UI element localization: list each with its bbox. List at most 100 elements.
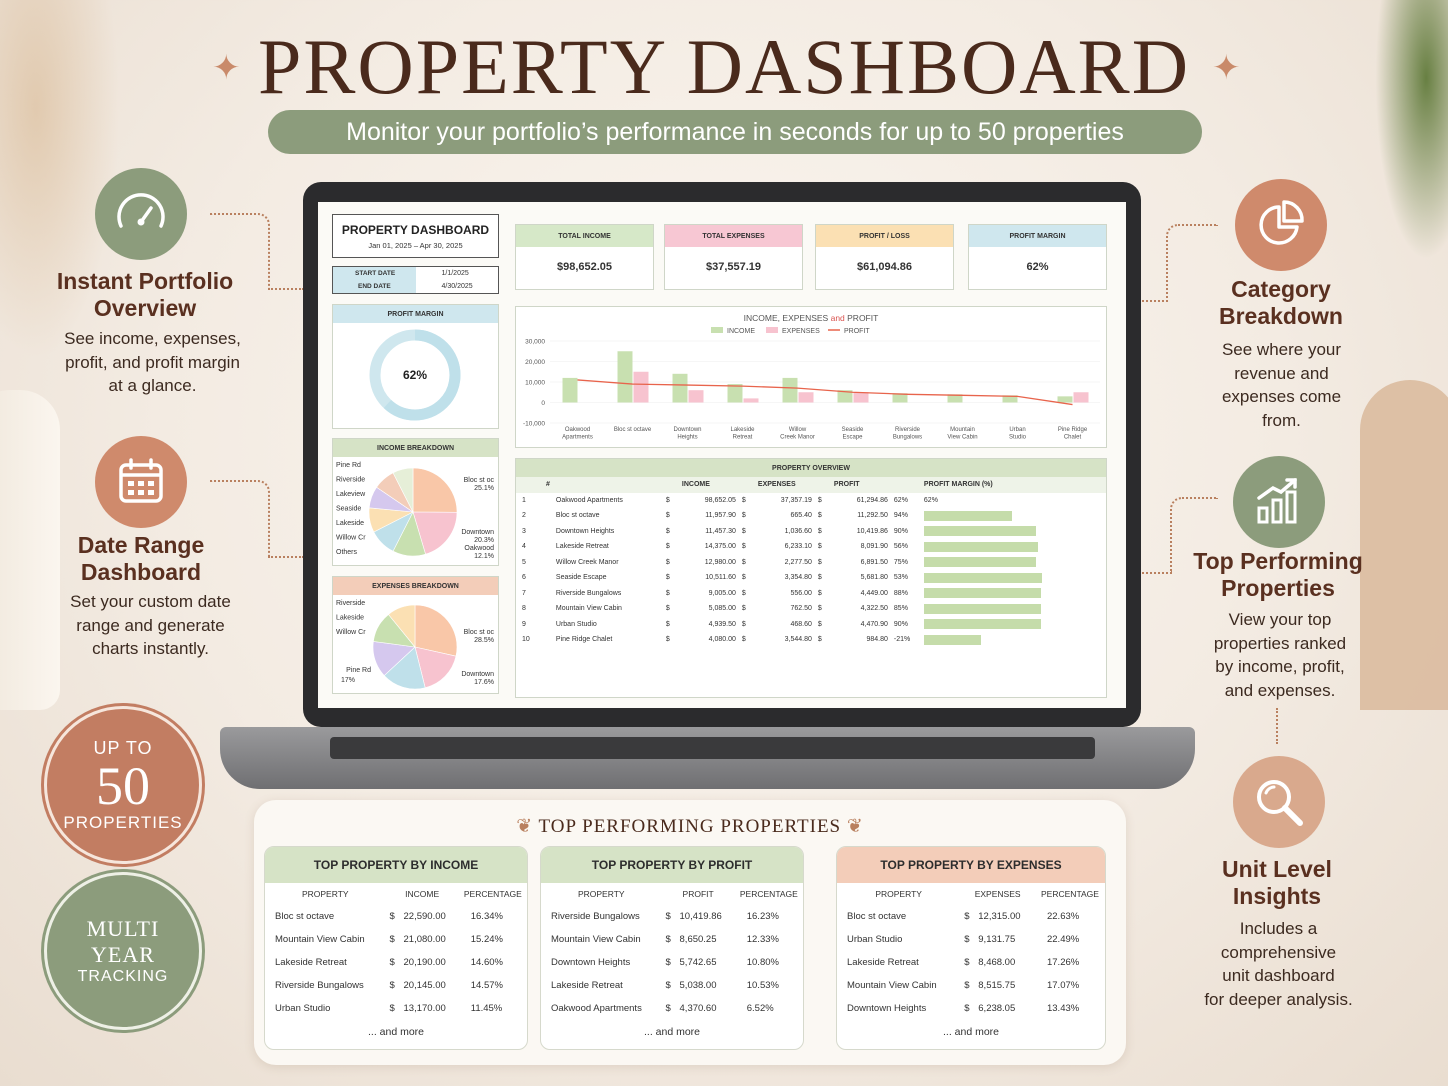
income-value: 4,939.50 [708,620,736,628]
currency-symbol: $ [741,496,746,504]
table-row[interactable]: 2 Bloc st octave $11,957.90 $665.40 $11,292.… [516,508,1106,524]
and-more-link[interactable]: ... and more [367,1026,425,1038]
currency-symbol: $ [389,957,395,968]
connector-line [1276,708,1278,744]
feature-title: Date Range Dashboard [77,532,205,585]
start-date-value[interactable]: 1/1/2025 [415,267,498,280]
column-header: EXPENSES [974,889,1021,899]
kpi-card: PROFIT / LOSS $61,094.86 [815,224,954,290]
table-row[interactable]: 1 Oakwood Apartments $98,652.05 $37,357.19 $… [516,493,1106,509]
margin-bar-cell [921,570,1106,586]
panel-title: EXPENSES BREAKDOWN [333,577,498,595]
kpi-value: $61,094.86 [856,261,913,273]
amount-value: 20,190.00 [403,957,446,968]
column-header: # [546,481,550,489]
property-name: Lakeside Retreat [555,543,609,551]
table-row[interactable]: Lakeside Retreat $5,038.00 10.53% [541,974,803,997]
top-property-card: TOP PROPERTY BY INCOME PROPERTY INCOME PERC… [264,846,528,1050]
bar-mark [727,384,743,403]
connector-line [268,556,304,558]
profit-value: 8,091.90 [860,543,888,551]
percentage-value: 14.60% [470,957,503,968]
table-row[interactable]: Riverside Bungalows $20,145.00 14.57% [265,974,527,997]
margin-bar [923,557,1036,568]
dashboard-date-range: Jan 01, 2025 – Apr 30, 2025 [368,241,463,250]
bar-mark [688,390,704,403]
row-number: 10 [522,636,530,644]
table-row[interactable]: Mountain View Cabin $8,515.75 17.07% [837,974,1105,997]
and-more-link[interactable]: ... and more [643,1026,701,1038]
property-name: Riverside Bungalows [555,589,622,597]
card-title: TOP PROPERTY BY EXPENSES [837,847,1105,883]
table-row[interactable]: Riverside Bungalows $10,419.86 16.23% [541,905,803,928]
table-row[interactable]: Downtown Heights $6,238.05 13.43% [837,997,1105,1020]
currency-symbol: $ [665,605,670,613]
table-row[interactable]: Oakwood Apartments $4,370.60 6.52% [541,997,803,1020]
margin-value: 56% [893,543,908,551]
and-more-link[interactable]: ... and more [942,1026,1000,1038]
table-row[interactable]: 8 Mountain View Cabin $5,085.00 $762.50 $4,3… [516,601,1106,617]
row-number: 6 [522,574,526,582]
property-overview-table: # INCOME EXPENSES PROFIT PROFIT MARGIN (… [516,477,1106,648]
currency-symbol: $ [817,605,822,613]
table-row[interactable]: 9 Urban Studio $4,939.50 $468.60 $4,470.90 90… [516,617,1106,633]
table-row[interactable]: Downtown Heights $5,742.65 10.80% [541,951,803,974]
legend-label: PROFIT [844,328,870,335]
currency-symbol: $ [665,589,670,597]
laptop-screen: PROPERTY DASHBOARD Jan 01, 2025 – Apr 30… [318,202,1126,708]
margin-value: 94% [893,512,908,520]
currency-symbol: $ [389,1003,395,1014]
currency-symbol: $ [741,636,746,644]
profit-value: 4,470.90 [860,620,888,628]
pie-label: Riverside [336,477,365,484]
table-row[interactable]: 5 Willow Creek Manor $12,980.00 $2,277.50 $6… [516,555,1106,571]
table-row[interactable]: Urban Studio $13,170.00 11.45% [265,997,527,1020]
kpi-label: PROFIT MARGIN [969,225,1106,247]
column-header: PROPERTY [301,889,349,899]
currency-symbol: $ [665,512,670,520]
table-row[interactable]: Urban Studio $9,131.75 22.49% [837,928,1105,951]
pie-callout: 28.5% [474,637,494,644]
currency-symbol: $ [665,980,671,991]
table-row[interactable]: Bloc st octave $12,315.00 22.63% [837,905,1105,928]
table-row[interactable]: 10 Pine Ridge Chalet $4,080.00 $3,544.80 $98… [516,632,1106,648]
feature-description: Set your custom date range and generate ch… [70,592,231,658]
table-row[interactable]: Lakeside Retreat $20,190.00 14.60% [265,951,527,974]
connector-line [210,213,270,290]
start-date-label: START DATE [355,270,396,277]
income-value: 9,005.00 [708,589,736,597]
start-date-row[interactable]: START DATE 1/1/2025 [333,267,498,280]
profit-value: 11,292.50 [857,512,888,520]
table-row[interactable]: Mountain View Cabin $21,080.00 15.24% [265,928,527,951]
expenses-value: 3,354.80 [784,574,812,582]
amount-value: 20,145.00 [403,980,446,991]
table-row[interactable]: Lakeside Retreat $8,468.00 17.26% [837,951,1105,974]
table-row[interactable]: Mountain View Cabin $8,650.25 12.33% [541,928,803,951]
currency-symbol: $ [964,911,970,922]
income-value: 11,957.90 [705,512,736,520]
pie-callout: 25.1% [474,485,494,492]
percentage-value: 22.63% [1046,911,1080,922]
pie-label: Seaside [336,506,361,513]
amount-value: 9,131.75 [978,934,1016,945]
table-row[interactable]: 4 Lakeside Retreat $14,375.00 $6,233.10 $8,0… [516,539,1106,555]
table-row[interactable]: Bloc st octave $22,590.00 16.34% [265,905,527,928]
legend-label: EXPENSES [782,328,820,335]
amount-value: 22,590.00 [403,911,446,922]
profit-value: 4,322.50 [860,605,888,613]
property-name: Bloc st octave [275,911,335,922]
panel-title: INCOME BREAKDOWN [333,439,498,457]
table-row[interactable]: 3 Downtown Heights $11,457.30 $1,036.60 $10,… [516,524,1106,540]
table-row[interactable]: 7 Riverside Bungalows $9,005.00 $556.00 $4,4… [516,586,1106,602]
pie-callout: Downtown [461,671,494,678]
badge-number: 50 [96,755,150,816]
end-date-row[interactable]: END DATE 4/30/2025 [333,280,498,293]
end-date-value[interactable]: 4/30/2025 [415,280,498,293]
table-row[interactable]: 6 Seaside Escape $10,511.60 $3,354.80 $5,681… [516,570,1106,586]
property-name: Riverside Bungalows [275,980,364,991]
x-tick-label: Willow [789,427,807,433]
x-tick-label: Lakeside [730,427,755,433]
margin-value: 90% [893,620,908,628]
property-name: Seaside Escape [555,574,607,582]
panel-title: PROPERTY OVERVIEW [516,459,1106,477]
